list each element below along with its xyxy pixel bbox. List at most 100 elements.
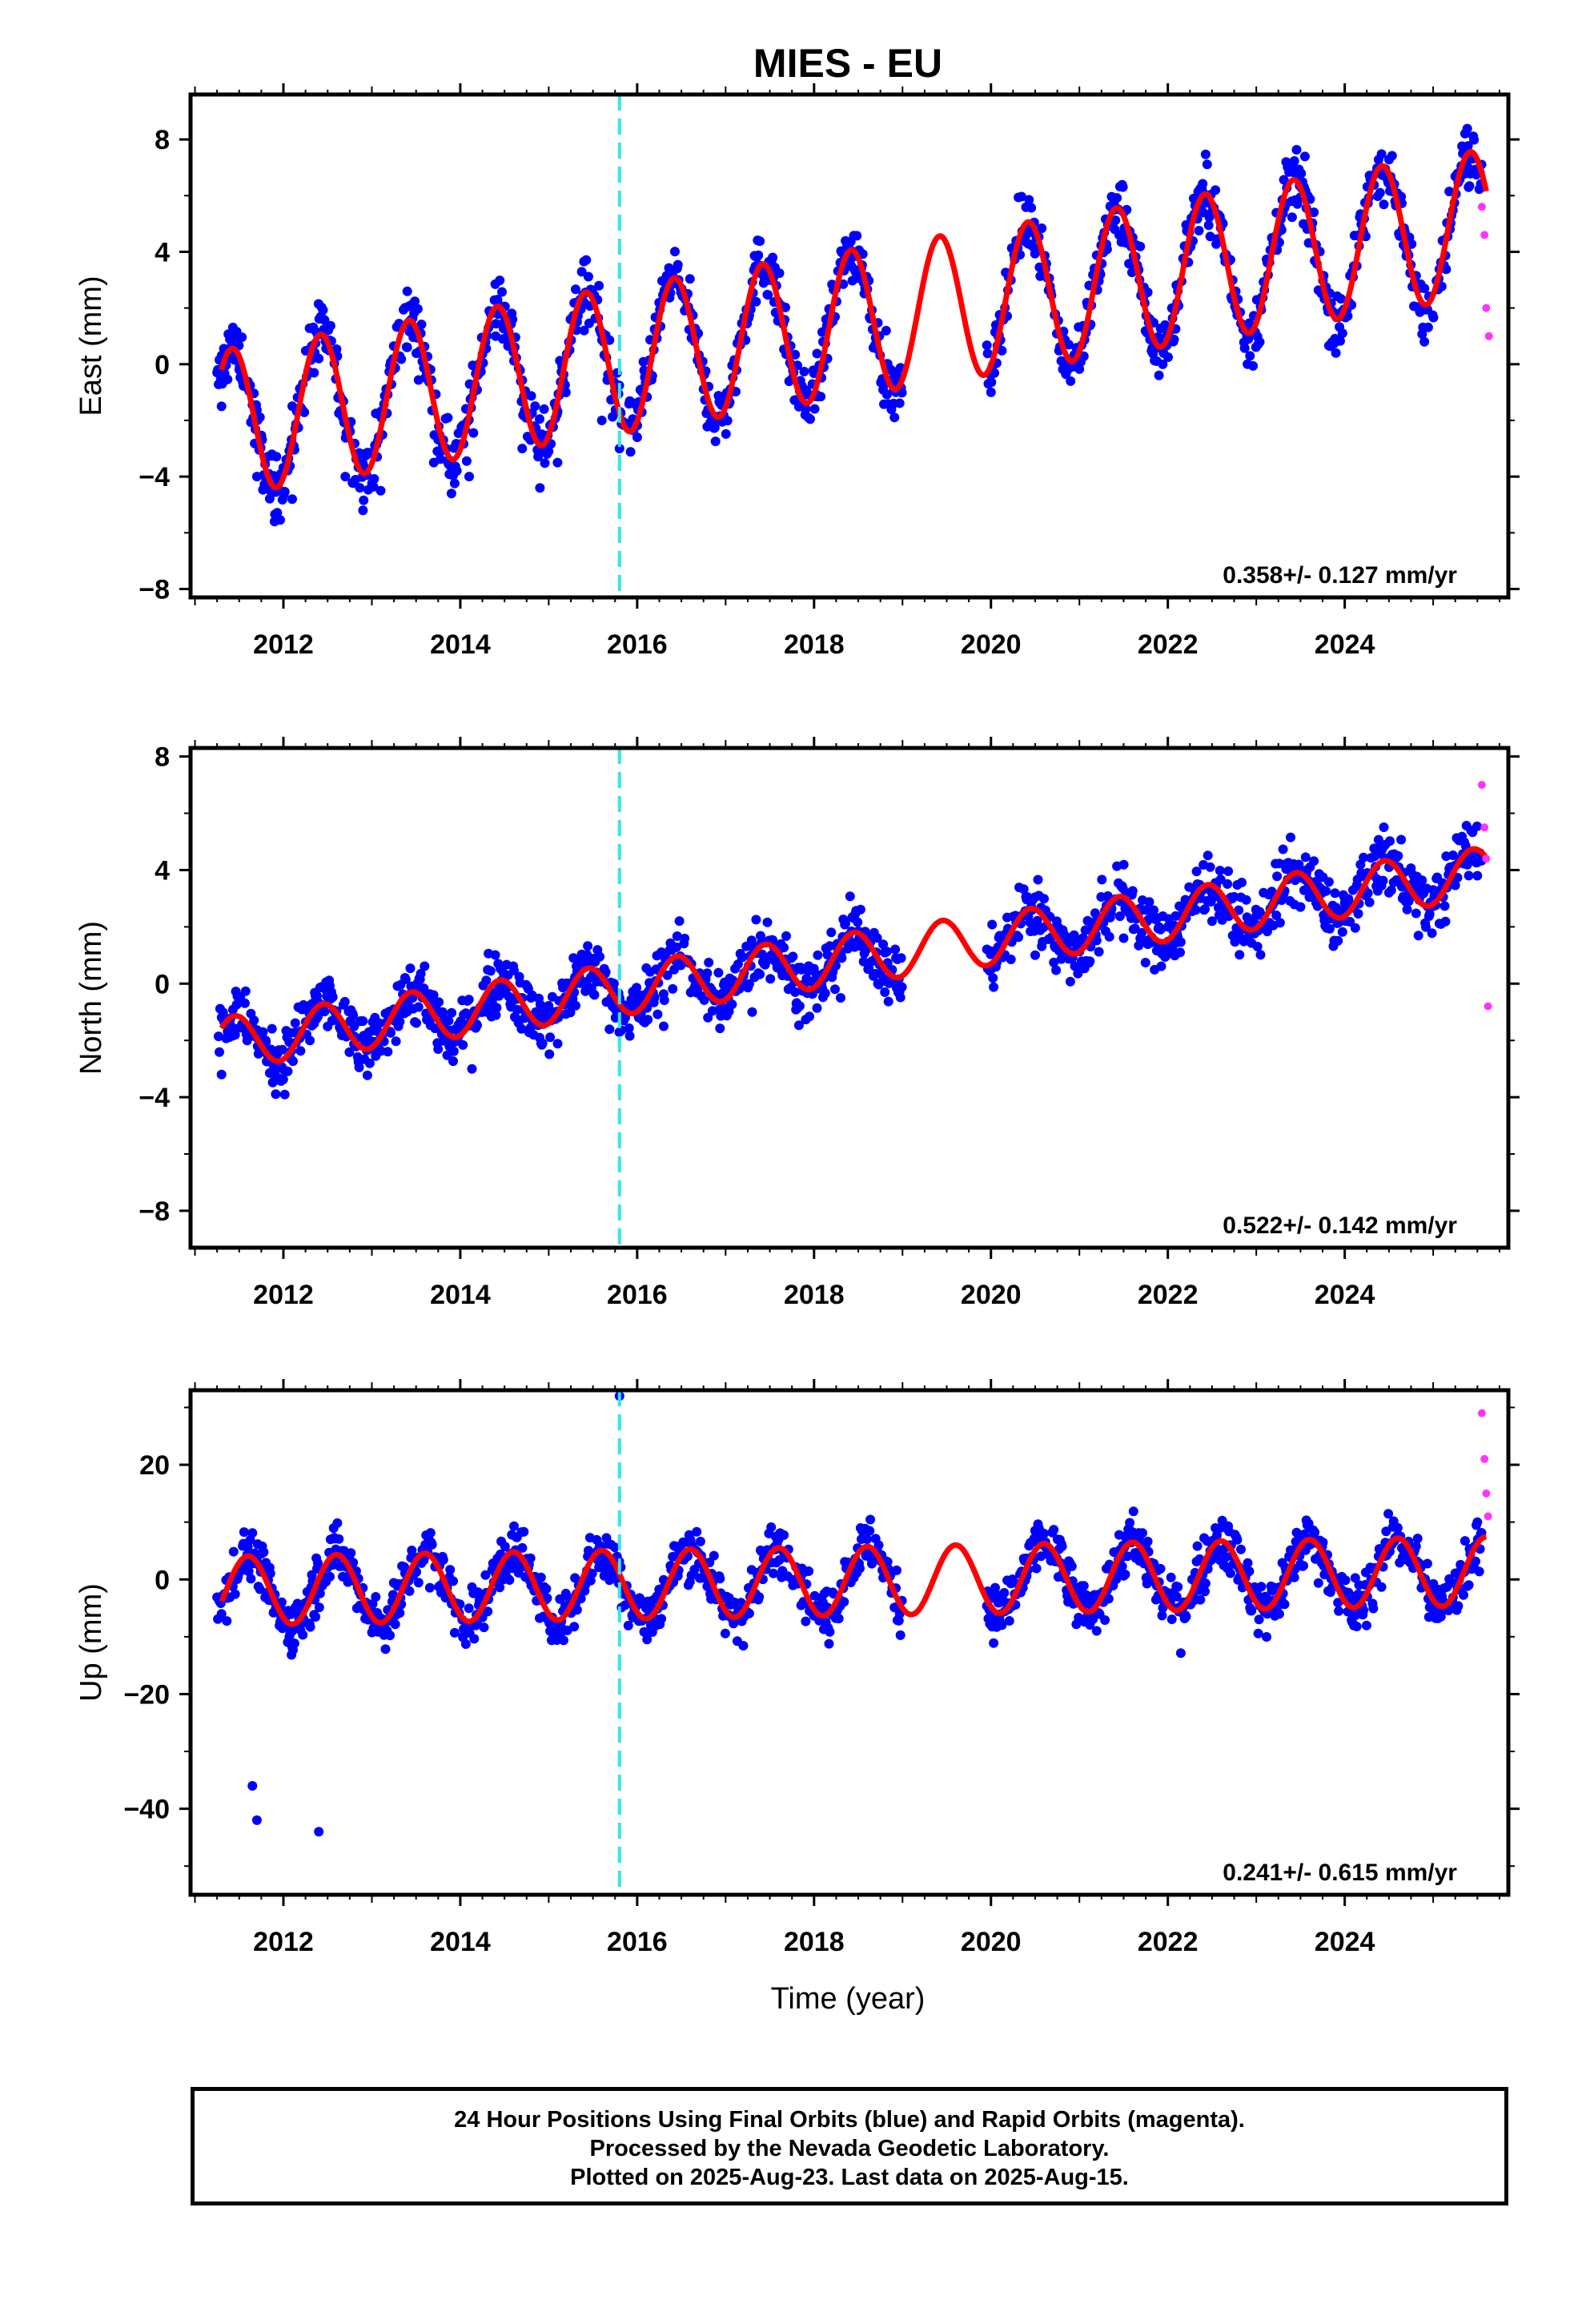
final-orbit-point [774, 268, 785, 279]
final-orbit-point [1194, 226, 1204, 235]
final-orbit-point [1363, 888, 1373, 899]
final-orbit-point [841, 919, 851, 929]
final-orbit-point [989, 1638, 999, 1648]
final-orbit-point [1348, 1591, 1359, 1602]
final-orbit-point [413, 1578, 424, 1588]
final-orbit-point [325, 320, 335, 331]
final-orbit-point [1321, 886, 1331, 896]
final-orbit-point [1166, 1614, 1177, 1624]
final-orbit-point [1272, 871, 1283, 882]
final-orbit-point [1097, 875, 1107, 885]
final-orbit-point [878, 939, 889, 950]
final-orbit-point [359, 495, 369, 505]
plot-area [212, 123, 1493, 527]
final-orbit-point [1212, 1530, 1222, 1541]
final-orbit-point [1078, 1581, 1089, 1591]
final-orbit-point [265, 1568, 275, 1578]
final-orbit-point [624, 1023, 634, 1033]
final-orbit-point [994, 1597, 1005, 1607]
y-tick-label: 8 [155, 742, 170, 773]
final-orbit-point [1459, 1590, 1468, 1600]
final-orbit-point [344, 1047, 355, 1057]
final-orbit-point [1104, 931, 1114, 942]
final-orbit-point [1125, 1518, 1135, 1528]
final-orbit-point [614, 444, 624, 454]
final-orbit-point [801, 1616, 811, 1626]
final-orbit-point [1244, 1566, 1255, 1577]
final-orbit-point [279, 487, 290, 497]
final-orbit-point [348, 1010, 359, 1020]
final-orbit-point [424, 1582, 435, 1593]
final-orbit-point [1066, 1561, 1077, 1571]
final-orbit-point [855, 904, 865, 915]
y-axis-title: North (mm) [74, 921, 108, 1075]
final-orbit-point [490, 950, 500, 960]
final-orbit-point [222, 1616, 232, 1626]
final-orbit-point [1026, 203, 1037, 213]
final-orbit-point [997, 1620, 1007, 1630]
final-orbit-point [1279, 175, 1289, 185]
y-tick-label: 0 [155, 969, 170, 999]
final-orbit-point [298, 1630, 308, 1640]
final-orbit-point [1350, 923, 1360, 933]
final-orbit-point [386, 1027, 396, 1038]
final-orbit-point [769, 1568, 778, 1578]
final-orbit-point [218, 1007, 228, 1018]
final-orbit-point [447, 1007, 457, 1018]
final-orbit-point [383, 1047, 393, 1057]
final-orbit-point [526, 993, 536, 1003]
final-orbit-point [464, 472, 474, 482]
final-orbit-point [545, 1032, 556, 1043]
final-orbit-point [559, 1635, 568, 1646]
final-orbit-point [443, 412, 453, 423]
final-orbit-point [989, 982, 999, 992]
final-orbit-point [1412, 1534, 1423, 1544]
final-orbit-point [858, 956, 869, 967]
final-orbit-point [231, 999, 242, 1010]
final-orbit-point [822, 950, 833, 960]
final-orbit-point [1252, 942, 1263, 951]
final-orbit-point [1243, 359, 1253, 369]
final-orbit-point [1144, 897, 1154, 907]
final-orbit-point [1065, 976, 1075, 987]
final-orbit-point [751, 296, 761, 307]
y-tick-label: −20 [123, 1679, 170, 1710]
final-orbit-point [314, 1827, 324, 1837]
final-orbit-point [1472, 1517, 1483, 1527]
y-tick-label: −4 [139, 1083, 170, 1113]
final-orbit-point [468, 428, 479, 438]
final-orbit-point [1378, 875, 1388, 886]
final-orbit-point [368, 481, 379, 492]
final-orbit-point [1424, 909, 1435, 919]
panel-east: 8 4 0 −4 −8 2012 2014 2016 2018 2020 2022 2024 East … [74, 83, 1520, 660]
final-orbit-point [390, 1619, 400, 1630]
final-orbit-point [402, 342, 412, 352]
final-orbit-point [1464, 870, 1474, 881]
final-orbit-point [464, 995, 474, 1005]
final-orbit-point [1085, 956, 1095, 967]
final-orbit-point [479, 1622, 489, 1633]
final-orbit-point [639, 1626, 649, 1637]
final-orbit-point [1200, 149, 1211, 159]
final-orbit-point [865, 1514, 876, 1525]
final-orbit-point [1413, 931, 1423, 941]
final-orbit-point [251, 1815, 262, 1825]
final-orbit-point [881, 947, 892, 957]
final-orbit-point [1155, 924, 1166, 935]
final-orbit-point [1304, 1522, 1315, 1533]
final-orbit-point [1243, 1558, 1253, 1568]
final-orbit-point [816, 392, 826, 402]
final-orbit-point [255, 1584, 265, 1594]
final-orbit-point [1198, 179, 1208, 189]
final-orbit-point [1200, 1586, 1210, 1597]
final-orbit-point [825, 941, 835, 951]
final-orbit-point [516, 1023, 527, 1034]
y-tick-label: −8 [139, 1196, 170, 1227]
final-orbit-point [491, 1010, 501, 1020]
final-orbit-point [632, 432, 642, 442]
final-orbit-point [251, 472, 262, 482]
final-orbit-point [881, 389, 892, 400]
model-fit-curve [219, 846, 1489, 1064]
final-orbit-point [1334, 1606, 1344, 1616]
final-orbit-point [1175, 1648, 1186, 1659]
